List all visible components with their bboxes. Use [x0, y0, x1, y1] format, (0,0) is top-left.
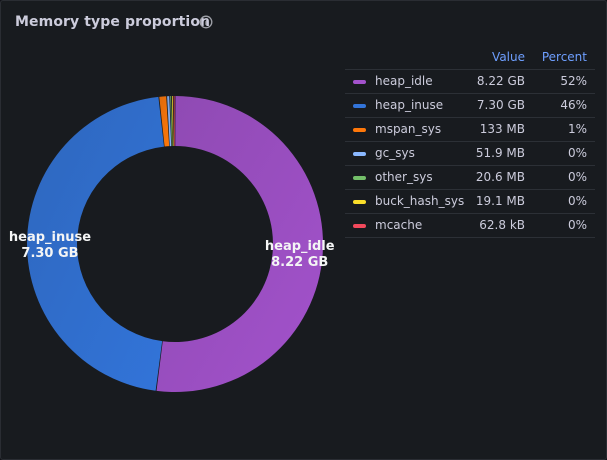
legend-item-buck-hash-sys[interactable]: buck_hash_sys 19.1 MB 0% — [345, 190, 595, 214]
legend-rows: heap_idle 8.22 GB 52% heap_inuse 7.30 GB 46% m… — [345, 70, 595, 238]
panel-title: Memory type proportion — [15, 14, 211, 30]
legend-swatch — [353, 176, 366, 180]
legend-swatch — [353, 80, 366, 84]
slice-buck-hash-sys[interactable] — [171, 96, 174, 147]
legend-name: other_sys — [375, 170, 433, 184]
legend-name: mcache — [375, 218, 423, 232]
slice-heap-inuse[interactable] — [27, 96, 165, 391]
legend-percent: 0% — [567, 194, 587, 208]
slice-label-name: heap_inuse — [9, 230, 91, 245]
legend-swatch — [353, 104, 366, 108]
slice-mspan-sys[interactable] — [159, 96, 170, 147]
legend-percent: 46% — [560, 98, 587, 112]
legend-value: 20.6 MB — [475, 170, 525, 184]
legend-swatch — [353, 224, 366, 228]
legend-header-percent[interactable]: Percent — [541, 50, 587, 64]
legend-swatch — [353, 152, 366, 156]
legend-name: heap_idle — [375, 74, 433, 88]
legend-item-mcache[interactable]: mcache 62.8 kB 0% — [345, 214, 595, 238]
legend-value: 133 MB — [479, 122, 525, 136]
legend-table: Value Percent heap_idle 8.22 GB 52% heap_in… — [345, 47, 595, 238]
legend-percent: 0% — [567, 170, 587, 184]
legend-item-gc-sys[interactable]: gc_sys 51.9 MB 0% — [345, 142, 595, 166]
slice-label-value: 8.22 GB — [271, 255, 328, 270]
legend-value: 51.9 MB — [475, 146, 525, 160]
legend-name: heap_inuse — [375, 98, 444, 112]
slice-other-sys[interactable] — [170, 96, 173, 147]
legend-percent: 0% — [567, 218, 587, 232]
legend-percent: 1% — [567, 122, 587, 136]
legend-value: 19.1 MB — [475, 194, 525, 208]
info-circle-icon[interactable] — [199, 15, 213, 29]
legend-value: 7.30 GB — [476, 98, 525, 112]
slice-label-name: heap_idle — [265, 239, 335, 254]
legend-name: mspan_sys — [375, 122, 442, 136]
legend-percent: 52% — [560, 74, 587, 88]
legend-swatch — [353, 200, 366, 204]
legend-name: gc_sys — [375, 146, 415, 160]
legend-value: 8.22 GB — [476, 74, 525, 88]
slice-heap-idle[interactable] — [156, 96, 323, 392]
legend-item-other-sys[interactable]: other_sys 20.6 MB 0% — [345, 166, 595, 190]
slice-gc-sys[interactable] — [167, 96, 172, 147]
legend-name: buck_hash_sys — [375, 194, 465, 208]
legend-item-mspan-sys[interactable]: mspan_sys 133 MB 1% — [345, 118, 595, 142]
slice-mcache[interactable] — [173, 96, 175, 147]
slice-label-value: 7.30 GB — [21, 246, 78, 261]
legend-value: 62.8 kB — [479, 218, 525, 232]
legend-item-heap-idle[interactable]: heap_idle 8.22 GB 52% — [345, 70, 595, 94]
legend-header-value[interactable]: Value — [492, 50, 525, 64]
legend-header: Value Percent — [345, 47, 595, 70]
legend-swatch — [353, 128, 366, 132]
legend-item-heap-inuse[interactable]: heap_inuse 7.30 GB 46% — [345, 94, 595, 118]
legend-percent: 0% — [567, 146, 587, 160]
